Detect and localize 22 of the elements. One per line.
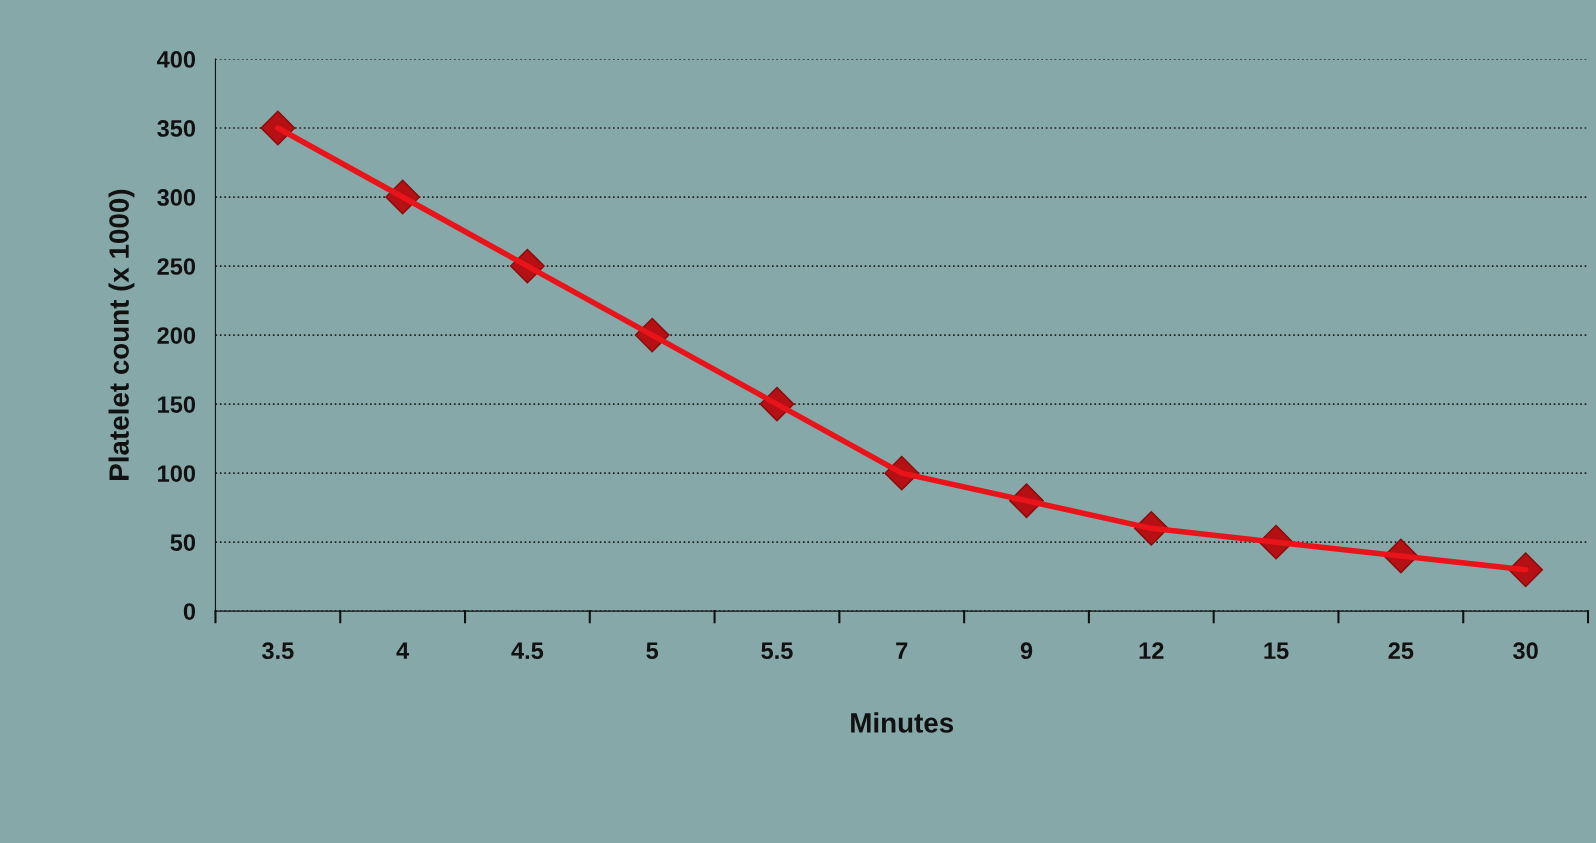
x-tick-label: 5.5 bbox=[761, 642, 793, 660]
x-axis-title: Minutes bbox=[851, 712, 954, 733]
y-tick-label: 50 bbox=[170, 534, 196, 551]
y-tick-label: 350 bbox=[157, 120, 196, 137]
x-tick-label: 4.5 bbox=[511, 642, 544, 660]
y-tick-label: 250 bbox=[157, 258, 196, 275]
y-tick-label: 100 bbox=[158, 465, 196, 482]
y-tick-label: 0 bbox=[183, 603, 196, 620]
x-tick-label: 12 bbox=[1139, 642, 1164, 659]
x-tick-label: 7 bbox=[896, 642, 908, 659]
y-tick-label: 200 bbox=[157, 327, 196, 344]
y-axis-title: Platelet count (x 1000) bbox=[108, 189, 135, 480]
y-tick-label: 150 bbox=[158, 396, 196, 413]
x-tick-label: 25 bbox=[1388, 642, 1414, 660]
y-tick-label: 300 bbox=[157, 189, 196, 206]
x-tick-label: 3.5 bbox=[261, 642, 294, 660]
x-tick-label: 5 bbox=[646, 642, 659, 660]
x-tick-label: 30 bbox=[1513, 642, 1538, 660]
x-tick-label: 9 bbox=[1020, 642, 1033, 660]
y-tick-label: 400 bbox=[156, 51, 196, 68]
x-tick-label: 4 bbox=[396, 642, 410, 659]
x-tick-label: 15 bbox=[1264, 642, 1289, 660]
